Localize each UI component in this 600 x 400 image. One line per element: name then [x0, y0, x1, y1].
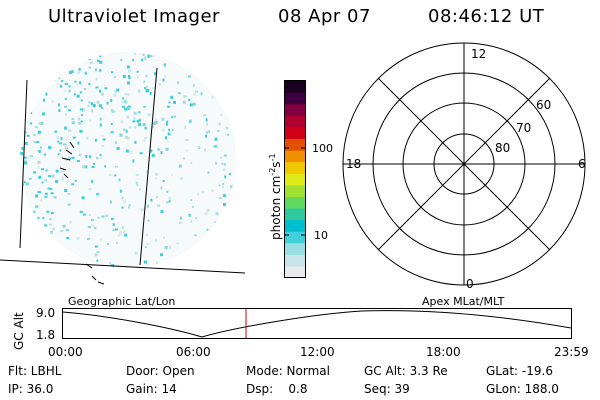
- apex-panel-label: Apex MLat/MLT: [422, 295, 505, 308]
- altitude-plot: [62, 308, 572, 339]
- polar-diagonal-2: [377, 77, 551, 251]
- mlt-label-18: 18: [346, 157, 361, 171]
- altitude-curve: [62, 310, 572, 338]
- info-filter: Flt: LBHL: [8, 364, 62, 378]
- polar-plot: 12 0 18 6 60 70 80: [342, 42, 586, 290]
- info-gain: Gain: 14: [126, 382, 177, 396]
- altitude-tick-top: 9.0: [36, 306, 56, 320]
- info-dsp: Dsp: 0.8: [246, 382, 308, 396]
- info-door: Door: Open: [126, 364, 195, 378]
- time-tick-0600: 06:00: [176, 345, 211, 359]
- coastline-marks: [59, 141, 75, 179]
- info-mode: Mode: Normal: [246, 364, 330, 378]
- uv-disk: [20, 52, 236, 268]
- colorbar: [284, 80, 306, 279]
- mlt-label-6: 6: [578, 157, 586, 171]
- info-glat: GLat: -19.6: [486, 364, 553, 378]
- meridian-line-right: [139, 67, 158, 266]
- colorbar-tick-100: 100: [312, 142, 333, 155]
- info-glon: GLon: 188.0: [486, 382, 559, 396]
- instrument-title: Ultraviolet Imager: [48, 6, 220, 27]
- time-tick-2359: 23:59: [554, 345, 589, 359]
- time-tick-0000: 00:00: [48, 345, 83, 359]
- meridian-line-left: [19, 79, 28, 249]
- uv-image-panel: [0, 52, 246, 285]
- coastline-marks-lower: [85, 263, 105, 285]
- time-tick-1800: 18:00: [426, 345, 461, 359]
- info-gc-altitude: GC Alt: 3.3 Re: [364, 364, 448, 378]
- lat-label-70: 70: [516, 121, 531, 135]
- header-date: 08 Apr 07: [278, 6, 371, 27]
- altitude-plot-frame: [62, 308, 572, 339]
- lat-label-60: 60: [536, 98, 551, 112]
- header-time: 08:46:12 UT: [428, 6, 545, 27]
- mlt-label-12: 12: [471, 47, 486, 61]
- colorbar-label: photon cm-2s-1: [268, 153, 283, 240]
- mlt-label-0: 0: [466, 277, 474, 290]
- colorbar-tick-10: 10: [314, 229, 328, 242]
- lat-label-80: 80: [495, 141, 510, 155]
- info-sequence: Seq: 39: [364, 382, 410, 396]
- time-tick-1200: 12:00: [300, 345, 335, 359]
- geographic-panel-label: Geographic Lat/Lon: [68, 295, 176, 308]
- altitude-axis-label: GC Alt: [12, 312, 26, 350]
- altitude-tick-bottom: 1.8: [36, 328, 56, 342]
- info-ip: IP: 36.0: [8, 382, 54, 396]
- uv-emission-speckles: [20, 52, 236, 268]
- latitude-line: [0, 259, 246, 274]
